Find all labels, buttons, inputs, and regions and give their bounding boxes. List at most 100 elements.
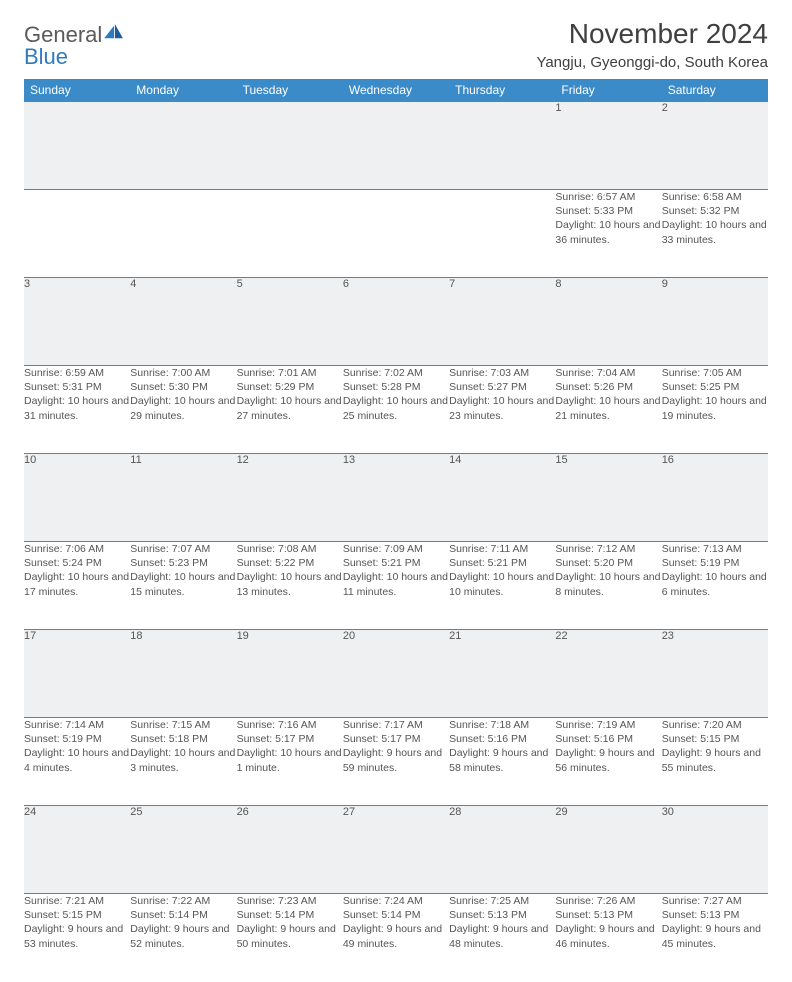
day-number-cell: 17 bbox=[24, 630, 130, 718]
day-number-cell bbox=[237, 102, 343, 190]
day-details-cell: Sunrise: 7:21 AMSunset: 5:15 PMDaylight:… bbox=[24, 894, 130, 982]
day-number: 22 bbox=[555, 630, 567, 642]
day-number-cell: 6 bbox=[343, 278, 449, 366]
day-details-cell: Sunrise: 7:06 AMSunset: 5:24 PMDaylight:… bbox=[24, 542, 130, 630]
day-number-cell: 2 bbox=[662, 102, 768, 190]
sunrise-text: Sunrise: 7:08 AM bbox=[237, 542, 343, 556]
sunset-text: Sunset: 5:14 PM bbox=[130, 908, 236, 922]
week-daynum-row: 12 bbox=[24, 102, 768, 190]
day-details-cell: Sunrise: 7:04 AMSunset: 5:26 PMDaylight:… bbox=[555, 366, 661, 454]
sunset-text: Sunset: 5:13 PM bbox=[555, 908, 661, 922]
sunrise-text: Sunrise: 7:15 AM bbox=[130, 718, 236, 732]
sunset-text: Sunset: 5:24 PM bbox=[24, 556, 130, 570]
sunset-text: Sunset: 5:31 PM bbox=[24, 380, 130, 394]
day-details-cell: Sunrise: 7:09 AMSunset: 5:21 PMDaylight:… bbox=[343, 542, 449, 630]
day-details-cell: Sunrise: 7:03 AMSunset: 5:27 PMDaylight:… bbox=[449, 366, 555, 454]
day-details-cell: Sunrise: 7:00 AMSunset: 5:30 PMDaylight:… bbox=[130, 366, 236, 454]
day-number: 3 bbox=[24, 278, 30, 290]
daylight-text: Daylight: 10 hours and 11 minutes. bbox=[343, 570, 449, 598]
day-number-cell: 24 bbox=[24, 806, 130, 894]
sunrise-text: Sunrise: 7:09 AM bbox=[343, 542, 449, 556]
day-number-cell bbox=[343, 102, 449, 190]
day-details-cell: Sunrise: 7:01 AMSunset: 5:29 PMDaylight:… bbox=[237, 366, 343, 454]
day-number: 20 bbox=[343, 630, 355, 642]
day-details-cell: Sunrise: 7:11 AMSunset: 5:21 PMDaylight:… bbox=[449, 542, 555, 630]
day-number-cell: 5 bbox=[237, 278, 343, 366]
day-details-cell: Sunrise: 7:07 AMSunset: 5:23 PMDaylight:… bbox=[130, 542, 236, 630]
day-number-cell: 19 bbox=[237, 630, 343, 718]
sunrise-text: Sunrise: 7:04 AM bbox=[555, 366, 661, 380]
day-number: 27 bbox=[343, 806, 355, 818]
sunrise-text: Sunrise: 6:57 AM bbox=[555, 190, 661, 204]
day-details-cell: Sunrise: 7:15 AMSunset: 5:18 PMDaylight:… bbox=[130, 718, 236, 806]
daylight-text: Daylight: 10 hours and 8 minutes. bbox=[555, 570, 661, 598]
day-number-cell: 25 bbox=[130, 806, 236, 894]
day-number-cell: 11 bbox=[130, 454, 236, 542]
day-number-cell: 20 bbox=[343, 630, 449, 718]
logo-text-general: General bbox=[24, 24, 102, 46]
day-number: 21 bbox=[449, 630, 461, 642]
sunset-text: Sunset: 5:16 PM bbox=[449, 732, 555, 746]
day-number-cell: 8 bbox=[555, 278, 661, 366]
sunset-text: Sunset: 5:22 PM bbox=[237, 556, 343, 570]
daylight-text: Daylight: 10 hours and 27 minutes. bbox=[237, 394, 343, 422]
logo-sail-icon bbox=[104, 24, 124, 44]
sunrise-text: Sunrise: 7:12 AM bbox=[555, 542, 661, 556]
sunset-text: Sunset: 5:14 PM bbox=[343, 908, 449, 922]
sunrise-text: Sunrise: 7:13 AM bbox=[662, 542, 768, 556]
day-details-cell: Sunrise: 7:23 AMSunset: 5:14 PMDaylight:… bbox=[237, 894, 343, 982]
sunset-text: Sunset: 5:32 PM bbox=[662, 204, 768, 218]
sunrise-text: Sunrise: 7:14 AM bbox=[24, 718, 130, 732]
daylight-text: Daylight: 10 hours and 25 minutes. bbox=[343, 394, 449, 422]
day-details-cell: Sunrise: 6:57 AMSunset: 5:33 PMDaylight:… bbox=[555, 190, 661, 278]
daylight-text: Daylight: 9 hours and 53 minutes. bbox=[24, 922, 130, 950]
day-number: 25 bbox=[130, 806, 142, 818]
week-details-row: Sunrise: 7:14 AMSunset: 5:19 PMDaylight:… bbox=[24, 718, 768, 806]
daylight-text: Daylight: 10 hours and 4 minutes. bbox=[24, 746, 130, 774]
daylight-text: Daylight: 10 hours and 15 minutes. bbox=[130, 570, 236, 598]
sunset-text: Sunset: 5:26 PM bbox=[555, 380, 661, 394]
day-details-cell bbox=[343, 190, 449, 278]
week-daynum-row: 17181920212223 bbox=[24, 630, 768, 718]
day-number: 16 bbox=[662, 454, 674, 466]
day-details-cell: Sunrise: 7:20 AMSunset: 5:15 PMDaylight:… bbox=[662, 718, 768, 806]
day-number: 23 bbox=[662, 630, 674, 642]
sunset-text: Sunset: 5:20 PM bbox=[555, 556, 661, 570]
day-details-cell bbox=[449, 190, 555, 278]
weekday-header: Friday bbox=[555, 79, 661, 102]
sunrise-text: Sunrise: 7:20 AM bbox=[662, 718, 768, 732]
day-number-cell: 16 bbox=[662, 454, 768, 542]
day-number-cell: 22 bbox=[555, 630, 661, 718]
day-number-cell: 12 bbox=[237, 454, 343, 542]
daylight-text: Daylight: 9 hours and 58 minutes. bbox=[449, 746, 555, 774]
daylight-text: Daylight: 10 hours and 36 minutes. bbox=[555, 218, 661, 246]
sunset-text: Sunset: 5:16 PM bbox=[555, 732, 661, 746]
sunrise-text: Sunrise: 7:23 AM bbox=[237, 894, 343, 908]
week-details-row: Sunrise: 6:57 AMSunset: 5:33 PMDaylight:… bbox=[24, 190, 768, 278]
daylight-text: Daylight: 10 hours and 3 minutes. bbox=[130, 746, 236, 774]
week-details-row: Sunrise: 7:21 AMSunset: 5:15 PMDaylight:… bbox=[24, 894, 768, 982]
day-details-cell: Sunrise: 7:14 AMSunset: 5:19 PMDaylight:… bbox=[24, 718, 130, 806]
sunrise-text: Sunrise: 7:05 AM bbox=[662, 366, 768, 380]
sunrise-text: Sunrise: 7:26 AM bbox=[555, 894, 661, 908]
sunset-text: Sunset: 5:30 PM bbox=[130, 380, 236, 394]
sunset-text: Sunset: 5:29 PM bbox=[237, 380, 343, 394]
daylight-text: Daylight: 9 hours and 52 minutes. bbox=[130, 922, 236, 950]
day-number: 1 bbox=[555, 102, 561, 114]
sunset-text: Sunset: 5:28 PM bbox=[343, 380, 449, 394]
day-number: 14 bbox=[449, 454, 461, 466]
day-number: 24 bbox=[24, 806, 36, 818]
weekday-header: Sunday bbox=[24, 79, 130, 102]
sunrise-text: Sunrise: 7:17 AM bbox=[343, 718, 449, 732]
day-number: 2 bbox=[662, 102, 668, 114]
day-number: 5 bbox=[237, 278, 243, 290]
sunrise-text: Sunrise: 7:02 AM bbox=[343, 366, 449, 380]
daylight-text: Daylight: 10 hours and 1 minute. bbox=[237, 746, 343, 774]
daylight-text: Daylight: 10 hours and 33 minutes. bbox=[662, 218, 768, 246]
day-details-cell: Sunrise: 7:13 AMSunset: 5:19 PMDaylight:… bbox=[662, 542, 768, 630]
day-number: 28 bbox=[449, 806, 461, 818]
calendar-table: Sunday Monday Tuesday Wednesday Thursday… bbox=[24, 79, 768, 982]
day-details-cell: Sunrise: 7:25 AMSunset: 5:13 PMDaylight:… bbox=[449, 894, 555, 982]
day-number: 17 bbox=[24, 630, 36, 642]
week-details-row: Sunrise: 7:06 AMSunset: 5:24 PMDaylight:… bbox=[24, 542, 768, 630]
